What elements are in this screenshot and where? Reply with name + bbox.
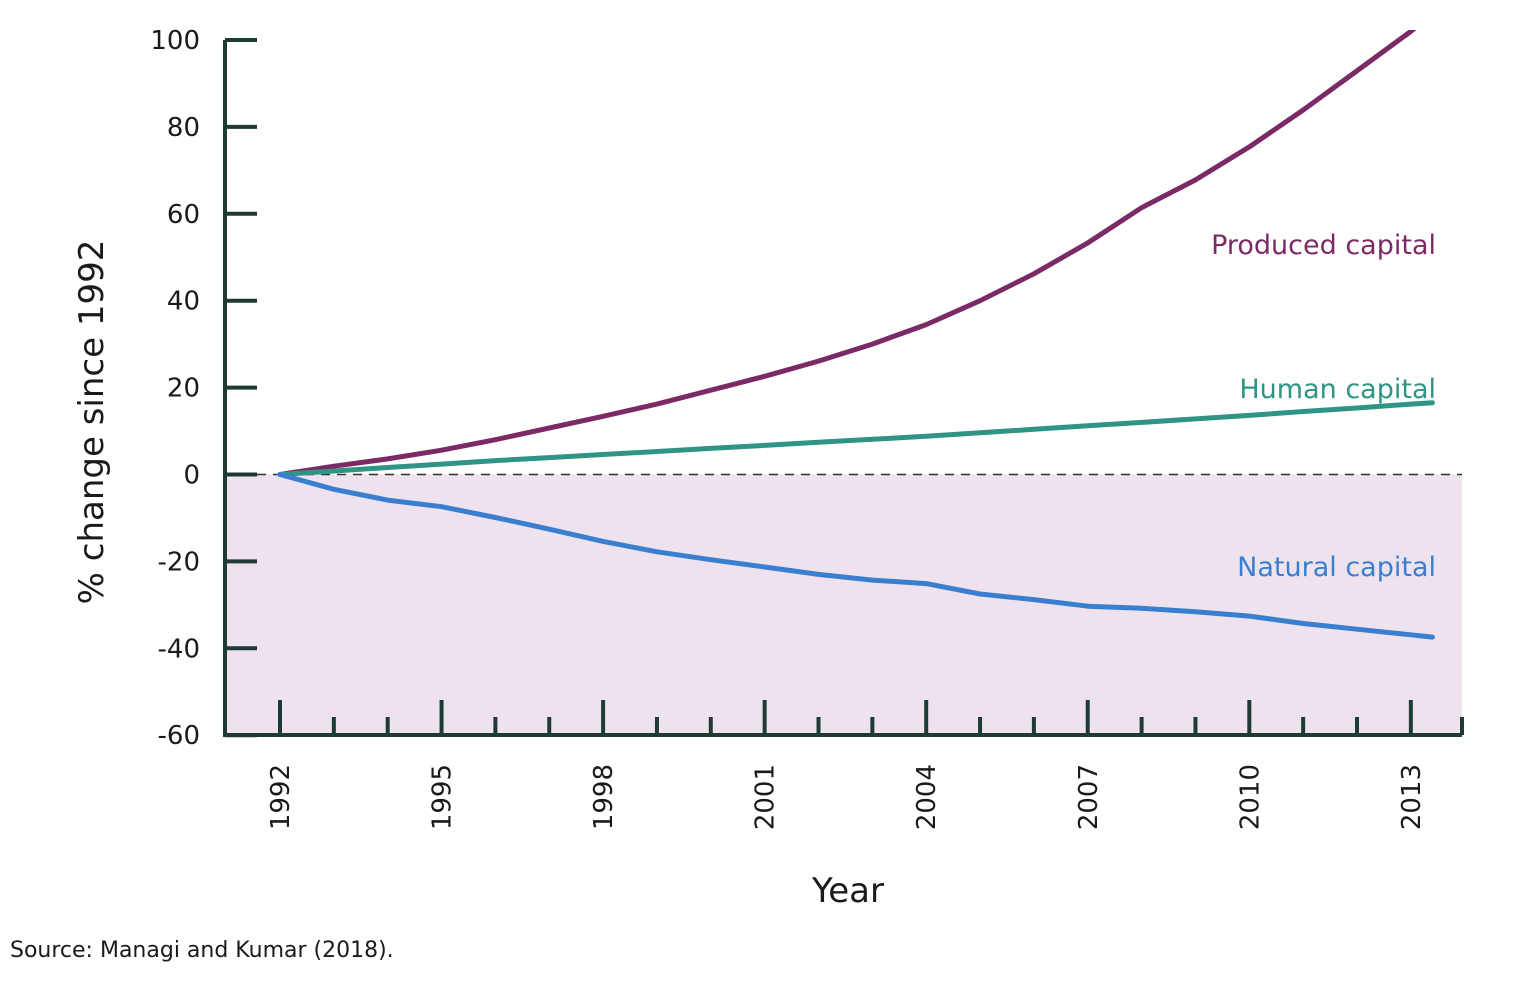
x-tick-labels: 1992 1995 1998 2001 2004 2007 2010 2013 <box>266 764 1427 830</box>
series-line-natural <box>277 472 1435 640</box>
series-lines-layer <box>277 30 1435 640</box>
y-tick-label: 80 <box>167 113 200 143</box>
y-axis-title: % change since 1992 <box>72 240 112 605</box>
y-tick-label: -20 <box>158 547 200 577</box>
axes-layer <box>223 38 1464 738</box>
series-label-human: Human capital <box>1239 374 1436 405</box>
y-tick-labels: 100 80 60 40 20 0 -20 -40 -60 <box>150 26 200 751</box>
y-tick-label: 60 <box>167 200 200 230</box>
series-line-produced <box>277 30 1417 477</box>
x-tick-label: 2010 <box>1235 764 1265 830</box>
x-tick-label: 2013 <box>1397 764 1427 830</box>
series-labels: Produced capital Human capital Natural cap… <box>1211 230 1436 583</box>
x-tick-label: 2007 <box>1074 764 1104 830</box>
negative-region <box>225 474 1462 735</box>
x-axis-title: Year <box>811 871 884 911</box>
x-tick-label: 1992 <box>266 764 296 830</box>
y-tick-label: 20 <box>167 374 200 404</box>
series-line-human <box>277 400 1435 477</box>
x-tick-label: 2001 <box>751 764 781 830</box>
source-note: Source: Managi and Kumar (2018). <box>10 938 394 963</box>
x-tick-label: 2004 <box>912 764 942 830</box>
series-label-natural: Natural capital <box>1237 552 1436 583</box>
series-label-produced: Produced capital <box>1211 230 1436 261</box>
x-tick-label: 1998 <box>589 764 619 830</box>
y-tick-label: -40 <box>158 634 200 664</box>
y-tick-label: 40 <box>167 287 200 317</box>
negative-region-layer <box>225 474 1462 735</box>
y-tick-label: 0 <box>183 461 200 491</box>
y-tick-label: -60 <box>158 721 200 751</box>
x-tick-label: 1995 <box>428 764 458 830</box>
y-tick-label: 100 <box>150 26 200 56</box>
